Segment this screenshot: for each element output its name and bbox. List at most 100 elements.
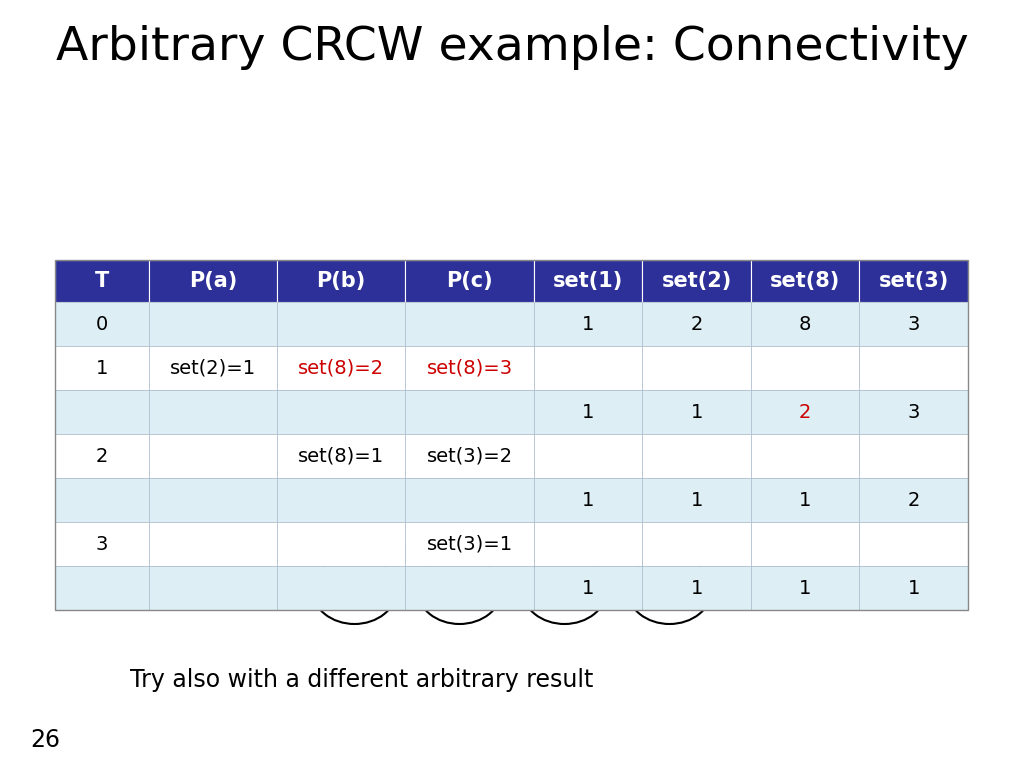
Ellipse shape <box>522 556 606 624</box>
FancyBboxPatch shape <box>278 260 406 302</box>
FancyBboxPatch shape <box>278 302 406 346</box>
FancyBboxPatch shape <box>148 566 278 610</box>
Text: Try also with a different arbitrary result: Try also with a different arbitrary resu… <box>130 668 593 692</box>
Text: set(8)=3: set(8)=3 <box>426 359 513 378</box>
FancyBboxPatch shape <box>642 260 751 302</box>
Text: set(3): set(3) <box>879 271 949 291</box>
FancyBboxPatch shape <box>55 566 148 610</box>
FancyBboxPatch shape <box>406 346 534 390</box>
Text: P(b): P(b) <box>316 271 366 291</box>
Text: set(8)=2: set(8)=2 <box>298 359 384 378</box>
FancyBboxPatch shape <box>534 302 642 346</box>
Text: 1: 1 <box>690 491 702 509</box>
Text: 26: 26 <box>30 728 60 752</box>
Ellipse shape <box>628 556 712 624</box>
Text: a: a <box>399 540 414 564</box>
FancyBboxPatch shape <box>148 434 278 478</box>
FancyBboxPatch shape <box>859 522 968 566</box>
FancyBboxPatch shape <box>148 260 278 302</box>
FancyBboxPatch shape <box>642 434 751 478</box>
FancyBboxPatch shape <box>751 434 859 478</box>
FancyBboxPatch shape <box>278 522 406 566</box>
FancyBboxPatch shape <box>642 390 751 434</box>
Text: 1: 1 <box>582 578 594 598</box>
FancyBboxPatch shape <box>534 434 642 478</box>
Text: set(2)=1: set(2)=1 <box>170 359 256 378</box>
Text: 3: 3 <box>95 535 109 554</box>
FancyBboxPatch shape <box>406 566 534 610</box>
Ellipse shape <box>418 556 502 624</box>
FancyBboxPatch shape <box>148 478 278 522</box>
FancyBboxPatch shape <box>751 478 859 522</box>
FancyBboxPatch shape <box>534 346 642 390</box>
Text: 2: 2 <box>451 576 468 604</box>
Text: 1: 1 <box>582 491 594 509</box>
Text: 1: 1 <box>799 578 811 598</box>
Text: Arbitrary CRCW example: Connectivity: Arbitrary CRCW example: Connectivity <box>55 25 969 71</box>
FancyBboxPatch shape <box>751 522 859 566</box>
FancyBboxPatch shape <box>278 478 406 522</box>
Text: 1: 1 <box>690 578 702 598</box>
FancyBboxPatch shape <box>534 478 642 522</box>
FancyBboxPatch shape <box>55 260 148 302</box>
FancyBboxPatch shape <box>148 390 278 434</box>
FancyBboxPatch shape <box>751 260 859 302</box>
Text: 1: 1 <box>907 578 920 598</box>
FancyBboxPatch shape <box>148 522 278 566</box>
FancyBboxPatch shape <box>534 522 642 566</box>
Text: 8: 8 <box>799 315 811 333</box>
FancyBboxPatch shape <box>148 346 278 390</box>
FancyBboxPatch shape <box>642 566 751 610</box>
FancyBboxPatch shape <box>55 522 148 566</box>
Text: b: b <box>505 540 519 564</box>
Text: 3: 3 <box>660 576 678 604</box>
Text: P(a): P(a) <box>188 271 237 291</box>
Text: c: c <box>610 540 624 564</box>
FancyBboxPatch shape <box>406 478 534 522</box>
FancyBboxPatch shape <box>278 346 406 390</box>
FancyBboxPatch shape <box>406 302 534 346</box>
FancyBboxPatch shape <box>751 390 859 434</box>
FancyBboxPatch shape <box>534 260 642 302</box>
FancyBboxPatch shape <box>55 302 148 346</box>
FancyBboxPatch shape <box>148 302 278 346</box>
FancyBboxPatch shape <box>859 390 968 434</box>
Text: 0: 0 <box>96 315 108 333</box>
FancyBboxPatch shape <box>859 478 968 522</box>
Text: 2: 2 <box>799 402 811 422</box>
FancyBboxPatch shape <box>642 346 751 390</box>
FancyBboxPatch shape <box>859 346 968 390</box>
Text: 2: 2 <box>95 446 109 465</box>
Text: 1: 1 <box>582 315 594 333</box>
FancyBboxPatch shape <box>406 390 534 434</box>
Text: T: T <box>95 271 109 291</box>
Text: 3: 3 <box>907 315 920 333</box>
Text: 3: 3 <box>907 402 920 422</box>
FancyBboxPatch shape <box>278 390 406 434</box>
Text: 1: 1 <box>95 359 109 378</box>
Text: 1: 1 <box>690 402 702 422</box>
Ellipse shape <box>312 556 396 624</box>
Text: set(8)=1: set(8)=1 <box>298 446 384 465</box>
FancyBboxPatch shape <box>55 346 148 390</box>
FancyBboxPatch shape <box>406 522 534 566</box>
Text: 1: 1 <box>346 576 364 604</box>
FancyBboxPatch shape <box>859 566 968 610</box>
Text: set(3)=2: set(3)=2 <box>426 446 513 465</box>
FancyBboxPatch shape <box>406 260 534 302</box>
FancyBboxPatch shape <box>859 434 968 478</box>
FancyBboxPatch shape <box>642 522 751 566</box>
Text: 2: 2 <box>690 315 702 333</box>
FancyBboxPatch shape <box>55 434 148 478</box>
FancyBboxPatch shape <box>278 434 406 478</box>
FancyBboxPatch shape <box>55 478 148 522</box>
FancyBboxPatch shape <box>55 390 148 434</box>
FancyBboxPatch shape <box>642 478 751 522</box>
Bar <box>55 260 968 610</box>
Text: 1: 1 <box>582 402 594 422</box>
FancyBboxPatch shape <box>406 434 534 478</box>
Text: 1: 1 <box>799 491 811 509</box>
Text: 8: 8 <box>556 576 573 604</box>
FancyBboxPatch shape <box>534 390 642 434</box>
Text: P(c): P(c) <box>446 271 493 291</box>
